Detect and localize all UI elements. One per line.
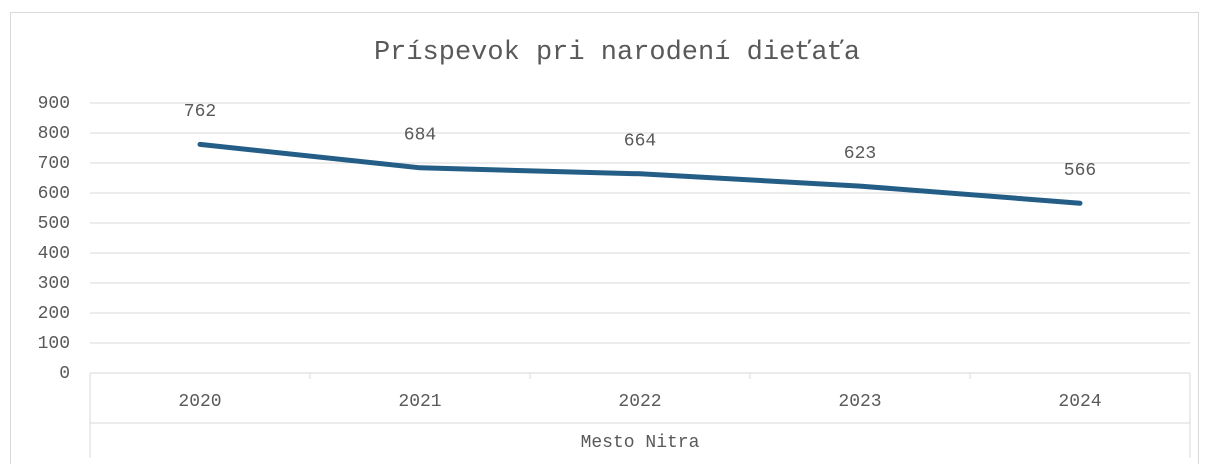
- y-tick-label: 800: [38, 124, 70, 144]
- x-tick-label: 2022: [618, 392, 661, 412]
- data-label: 664: [624, 132, 656, 152]
- x-tick-label: 2023: [838, 392, 881, 412]
- data-label: 684: [404, 126, 436, 146]
- data-label: 762: [184, 102, 216, 122]
- data-line: [197, 141, 1083, 206]
- data-label: 623: [844, 144, 876, 164]
- x-tick-label: 2020: [178, 392, 221, 412]
- x-tick-label: 2024: [1058, 392, 1101, 412]
- chart-border: [10, 12, 1199, 464]
- y-tick-label: 100: [38, 334, 70, 354]
- y-tick-label: 300: [38, 274, 70, 294]
- chart-title: Príspevok pri narodení dieťaťa: [374, 38, 860, 68]
- y-tick-label: 0: [59, 364, 70, 384]
- category-group-label: Mesto Nitra: [581, 433, 700, 453]
- y-tick-label: 400: [38, 244, 70, 264]
- y-tick-label: 900: [38, 94, 70, 114]
- y-tick-label: 700: [38, 154, 70, 174]
- y-tick-label: 600: [38, 184, 70, 204]
- y-tick-label: 200: [38, 304, 70, 324]
- y-tick-label: 500: [38, 214, 70, 234]
- data-label: 566: [1064, 161, 1096, 181]
- x-tick-label: 2021: [398, 392, 441, 412]
